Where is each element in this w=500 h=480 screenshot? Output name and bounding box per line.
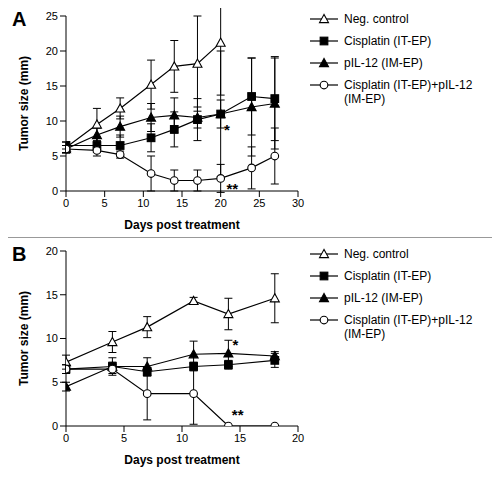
svg-text:25: 25 — [46, 10, 58, 22]
svg-text:20: 20 — [292, 432, 304, 444]
svg-text:Days post treatment: Days post treatment — [124, 218, 239, 232]
html-text:Neg. control: Neg. control — [344, 247, 409, 261]
html-text:B: B — [12, 243, 27, 265]
html-text:pIL-12 (IM-EP): pIL-12 (IM-EP) — [344, 291, 423, 305]
svg-text:5: 5 — [52, 376, 58, 388]
svg-text:**: ** — [232, 406, 244, 423]
html-text:Cisplatin (IT-EP)+pIL-12 (IM-E: Cisplatin (IT-EP)+pIL-12 (IM-EP) — [344, 78, 473, 106]
svg-text:20: 20 — [46, 245, 58, 257]
html-text:Neg. control: Neg. control — [344, 12, 409, 26]
svg-text:*: * — [224, 121, 230, 138]
svg-text:0: 0 — [63, 432, 69, 444]
svg-text:10: 10 — [46, 115, 58, 127]
svg-text:10: 10 — [176, 432, 188, 444]
svg-text:20: 20 — [215, 197, 227, 209]
html-text:pIL-12 (IM-EP): pIL-12 (IM-EP) — [344, 56, 423, 70]
svg-text:15: 15 — [46, 289, 58, 301]
svg-text:15: 15 — [46, 80, 58, 92]
svg-text:5: 5 — [102, 197, 108, 209]
svg-text:25: 25 — [253, 197, 265, 209]
svg-text:0: 0 — [52, 420, 58, 432]
svg-text:**: ** — [226, 180, 238, 197]
html-text:A: A — [12, 8, 27, 30]
html-text:Cisplatin (IT-EP): Cisplatin (IT-EP) — [344, 34, 432, 48]
svg-text:*: * — [232, 336, 238, 353]
svg-text:Days post treatment: Days post treatment — [124, 453, 239, 467]
html-text:Cisplatin (IT-EP): Cisplatin (IT-EP) — [344, 269, 432, 283]
svg-text:Tumor size (mm): Tumor size (mm) — [17, 56, 31, 151]
svg-text:15: 15 — [176, 197, 188, 209]
svg-text:5: 5 — [52, 150, 58, 162]
svg-text:Tumor size (mm): Tumor size (mm) — [17, 291, 31, 386]
svg-text:15: 15 — [234, 432, 246, 444]
svg-text:0: 0 — [63, 197, 69, 209]
svg-text:20: 20 — [46, 45, 58, 57]
svg-text:0: 0 — [52, 185, 58, 197]
svg-text:10: 10 — [46, 332, 58, 344]
svg-text:30: 30 — [292, 197, 304, 209]
svg-text:10: 10 — [137, 197, 149, 209]
svg-text:5: 5 — [121, 432, 127, 444]
html-text:Cisplatin (IT-EP)+pIL-12 (IM-E: Cisplatin (IT-EP)+pIL-12 (IM-EP) — [344, 313, 473, 341]
